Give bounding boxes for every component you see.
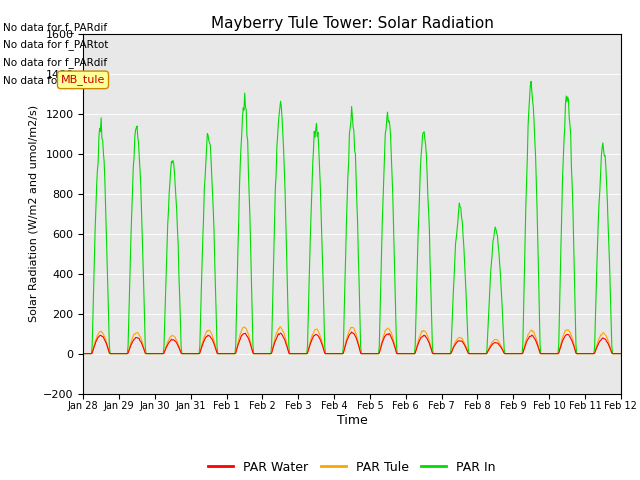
- Line: PAR Water: PAR Water: [83, 332, 621, 354]
- PAR In: [433, 351, 441, 357]
- Y-axis label: Solar Radiation (W/m2 and umol/m2/s): Solar Radiation (W/m2 and umol/m2/s): [29, 105, 39, 322]
- PAR Tule: [227, 351, 235, 357]
- Title: Mayberry Tule Tower: Solar Radiation: Mayberry Tule Tower: Solar Radiation: [211, 16, 493, 31]
- PAR Water: [79, 351, 87, 357]
- PAR In: [617, 351, 625, 357]
- Text: No data for f_PARtot: No data for f_PARtot: [3, 75, 109, 86]
- Line: PAR Tule: PAR Tule: [83, 327, 621, 354]
- PAR Water: [434, 351, 442, 357]
- PAR Tule: [418, 328, 426, 334]
- PAR Tule: [276, 324, 284, 330]
- PAR In: [89, 313, 97, 319]
- Legend: PAR Water, PAR Tule, PAR In: PAR Water, PAR Tule, PAR In: [203, 456, 501, 479]
- PAR Water: [418, 334, 426, 340]
- PAR Tule: [434, 351, 442, 357]
- PAR In: [227, 351, 235, 357]
- PAR In: [79, 351, 87, 357]
- PAR Water: [617, 351, 625, 357]
- PAR In: [199, 235, 207, 240]
- Text: No data for f_PARdif: No data for f_PARdif: [3, 22, 108, 33]
- PAR In: [527, 79, 535, 84]
- PAR Water: [227, 351, 235, 357]
- Text: No data for f_PARdif: No data for f_PARdif: [3, 57, 108, 68]
- Text: No data for f_PARtot: No data for f_PARtot: [3, 39, 109, 50]
- PAR Tule: [199, 338, 207, 344]
- PAR In: [145, 351, 152, 357]
- PAR In: [417, 152, 425, 157]
- PAR Water: [145, 351, 152, 357]
- Line: PAR In: PAR In: [83, 82, 621, 354]
- PAR Tule: [145, 351, 152, 357]
- X-axis label: Time: Time: [337, 414, 367, 427]
- PAR Water: [199, 341, 207, 347]
- PAR Tule: [617, 351, 625, 357]
- Text: MB_tule: MB_tule: [61, 74, 105, 85]
- PAR Water: [89, 348, 97, 353]
- PAR Water: [348, 329, 355, 335]
- PAR Tule: [89, 347, 97, 353]
- PAR Tule: [79, 351, 87, 357]
